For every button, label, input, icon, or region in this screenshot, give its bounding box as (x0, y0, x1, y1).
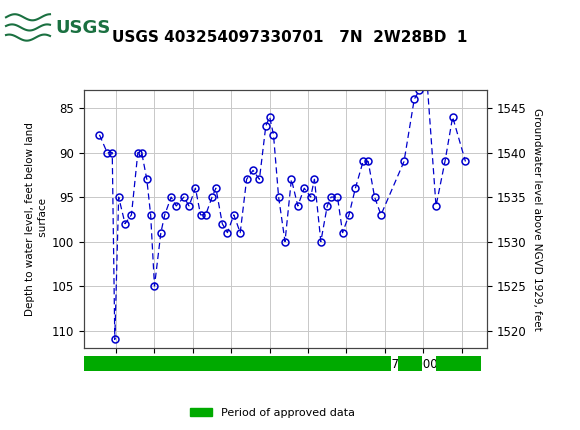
Legend: Period of approved data: Period of approved data (186, 403, 360, 422)
FancyBboxPatch shape (4, 4, 99, 52)
Text: USGS: USGS (55, 19, 110, 37)
Bar (84, 356, 392, 371)
Y-axis label: Groundwater level above NGVD 1929, feet: Groundwater level above NGVD 1929, feet (532, 108, 542, 331)
Text: USGS 403254097330701   7N  2W28BD  1: USGS 403254097330701 7N 2W28BD 1 (113, 30, 467, 45)
Bar (398, 356, 422, 371)
Bar (436, 356, 481, 371)
Y-axis label: Depth to water level, feet below land
 surface: Depth to water level, feet below land su… (24, 123, 48, 316)
